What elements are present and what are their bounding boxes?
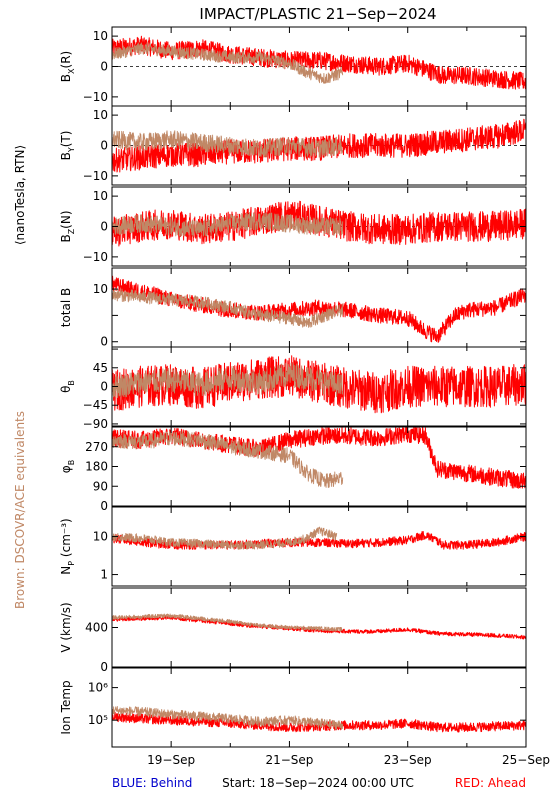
ytick-label-theta: 45 <box>93 361 108 375</box>
xtick-label: 25−Sep <box>502 753 550 767</box>
series-group-temp <box>112 706 526 733</box>
ylabel-bx: BX(R) <box>59 51 76 82</box>
ytick-label-btot: 0 <box>100 335 108 349</box>
ytick-label-v: 400 <box>85 621 108 635</box>
ytick-label-theta: −45 <box>83 398 108 412</box>
units-label: ⟨nanoTesla, RTN⟩ <box>13 145 27 245</box>
panel-by: 10 0 −10 BY(T) <box>59 105 527 186</box>
ytick-label-bx: 10 <box>93 29 108 43</box>
panel-temp: 10⁶ 10⁵ Ion Temp <box>59 667 527 748</box>
panels-group: 100−10BX(R)100−10BY(T)100−10BZ(N)100tota… <box>59 26 550 767</box>
panel-theta: 45 0 −45 −90 θB <box>59 346 527 431</box>
trace-ahead-bx <box>112 35 526 90</box>
panel-v: 400 0 V (km/s) <box>59 587 527 674</box>
panel-phi: 270 180 90 0 φB <box>59 426 527 513</box>
trace-ahead-v <box>112 615 526 640</box>
trace-ahead-np <box>112 531 526 550</box>
ytick-label-bz: 10 <box>93 189 108 203</box>
ytick-label-np: 10 <box>93 530 108 544</box>
xtick-label: 19−Sep <box>147 753 195 767</box>
series-group-by <box>112 118 526 173</box>
trace-brown-bx <box>112 42 344 84</box>
ytick-label-bz: 0 <box>100 220 108 234</box>
ytick-label-temp: 10⁶ <box>88 681 108 695</box>
series-group-theta <box>112 355 526 414</box>
frame-np <box>111 506 527 587</box>
ytick-label-v: 0 <box>100 660 108 674</box>
start-time-label: Start: 18−Sep−2024 00:00 UTC <box>222 776 414 790</box>
ytick-label-by: −10 <box>83 169 108 183</box>
ylabel-temp: Ion Temp <box>59 680 73 734</box>
trace-brown-theta <box>112 362 344 399</box>
ytick-label-by: 10 <box>93 108 108 122</box>
behind-legend: BLUE: Behind <box>112 776 192 790</box>
ytick-label-phi: 0 <box>100 499 108 513</box>
trace-brown-bz <box>112 212 344 238</box>
ytick-label-bx: 0 <box>100 60 108 74</box>
ylabel-v: V (km/s) <box>59 602 73 652</box>
trace-brown-phi <box>112 430 344 489</box>
series-group-v <box>112 613 526 640</box>
xtick-label: 23−Sep <box>384 753 432 767</box>
ylabel-bz: BZ(N) <box>59 210 76 242</box>
ahead-legend: RED: Ahead <box>455 776 526 790</box>
trace-ahead-btot <box>112 275 526 343</box>
brown-legend-label: Brown: DSCOVR/ACE equivalents <box>13 411 27 609</box>
ytick-label-phi: 270 <box>85 440 108 454</box>
trace-brown-np <box>112 526 338 550</box>
series-group-phi <box>112 427 526 489</box>
trace-brown-btot <box>112 288 344 328</box>
ytick-label-theta: 0 <box>100 380 108 394</box>
panel-np: 10 1 NP (cm⁻³) <box>59 506 527 587</box>
frame-temp <box>111 667 527 748</box>
chart-title: IMPACT/PLASTIC 21−Sep−2024 <box>199 5 436 23</box>
trace-brown-by <box>112 130 344 158</box>
panel-btot: 10 0 total B <box>59 267 527 349</box>
ytick-label-phi: 180 <box>85 460 108 474</box>
series-group-np <box>112 526 526 550</box>
ylabel-btot: total B <box>59 288 73 328</box>
ytick-label-bz: −10 <box>83 250 108 264</box>
series-group-btot <box>112 275 526 343</box>
ylabel-np: NP (cm⁻³) <box>59 518 76 574</box>
ylabel-theta: θB <box>59 380 76 393</box>
panel-bx: 10 0 −10 BX(R) <box>59 26 527 107</box>
ytick-label-temp: 10⁵ <box>88 713 108 727</box>
ytick-label-phi: 90 <box>93 479 108 493</box>
ytick-label-btot: 10 <box>93 282 108 296</box>
ylabel-phi: φB <box>59 460 76 473</box>
ytick-label-by: 0 <box>100 139 108 153</box>
trace-brown-temp <box>112 706 344 730</box>
ylabel-by: BY(T) <box>59 131 76 161</box>
ytick-label-np: 1 <box>100 568 108 582</box>
trace-brown-v <box>112 613 344 632</box>
series-group-bz <box>112 200 526 247</box>
xtick-label: 21−Sep <box>265 753 313 767</box>
panel-bz: 10 0 −10 BZ(N) <box>59 186 527 267</box>
series-group-bx <box>112 35 526 90</box>
ytick-label-bx: −10 <box>83 90 108 104</box>
ytick-label-theta: −90 <box>83 417 108 431</box>
